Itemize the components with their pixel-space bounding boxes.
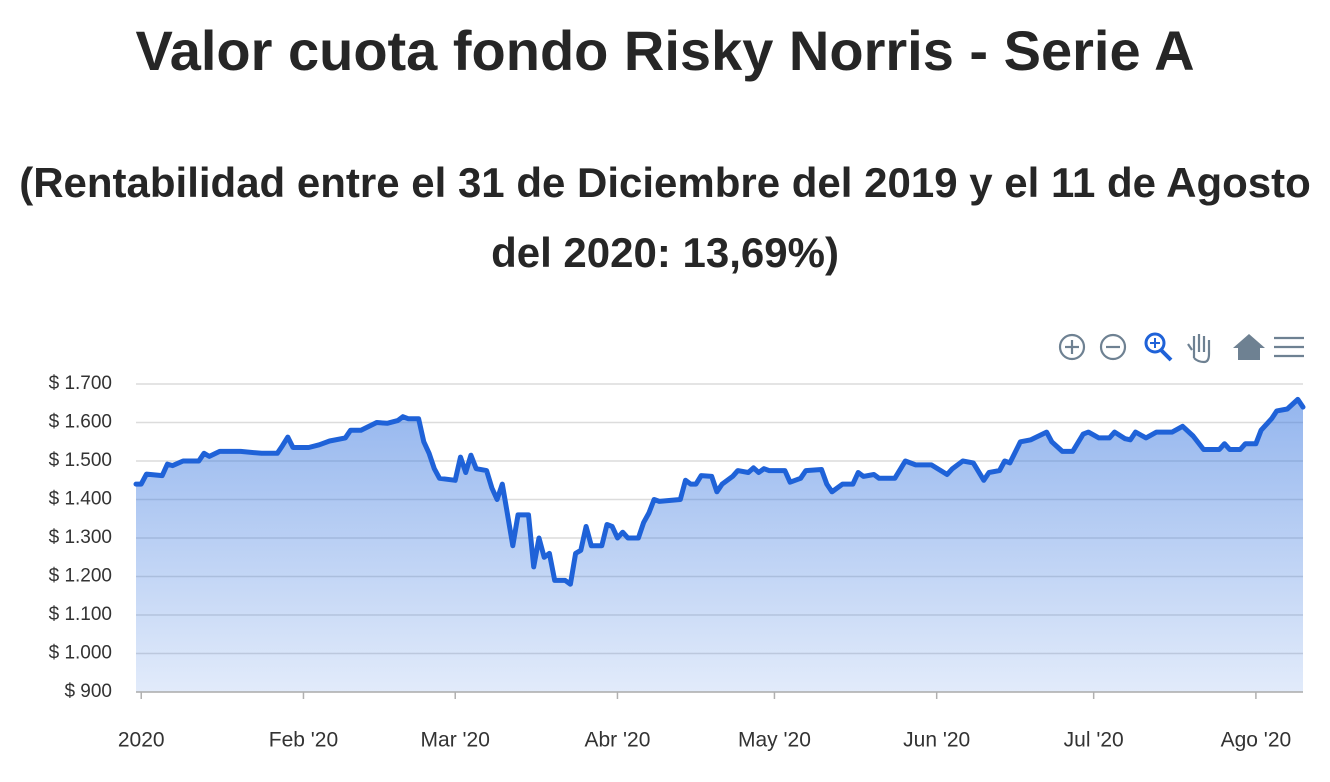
zoom-out-button[interactable]: [1099, 333, 1127, 361]
y-tick-label: $ 1.200: [49, 566, 112, 587]
toolbar: [1058, 332, 1304, 364]
reset-button[interactable]: [1233, 334, 1265, 360]
area-fill: [136, 399, 1303, 692]
x-tick-label: Jun '20: [903, 729, 970, 752]
selection-zoom-button[interactable]: [1144, 332, 1173, 362]
x-tick-label: Mar '20: [421, 729, 490, 752]
series-line: [133, 396, 1306, 587]
y-tick-label: $ 1.700: [49, 373, 112, 394]
y-tick-label: $ 1.300: [49, 527, 112, 548]
chart-subtitle: (Rentabilidad entre el 31 de Diciembre d…: [19, 159, 1311, 276]
y-tick-label: $ 1.600: [49, 412, 112, 433]
pan-button[interactable]: [1187, 334, 1211, 364]
y-tick-label: $ 1.400: [49, 489, 112, 510]
x-tick-label: Feb '20: [269, 729, 338, 752]
x-tick-label: Ago '20: [1221, 729, 1292, 752]
y-tick-label: $ 1.100: [49, 604, 112, 625]
x-tick-label: Abr '20: [585, 729, 651, 752]
x-tick-label: Jul '20: [1064, 729, 1124, 752]
chart-title: Valor cuota fondo Risky Norris - Serie A: [135, 19, 1195, 82]
zoom-in-button[interactable]: [1058, 333, 1086, 361]
x-tick-label: 2020: [118, 729, 165, 752]
y-tick-label: $ 1.000: [49, 643, 112, 664]
y-tick-label: $ 900: [64, 681, 112, 702]
x-tick-label: May '20: [738, 729, 811, 752]
y-tick-label: $ 1.500: [49, 450, 112, 471]
menu-button[interactable]: [1274, 336, 1304, 358]
